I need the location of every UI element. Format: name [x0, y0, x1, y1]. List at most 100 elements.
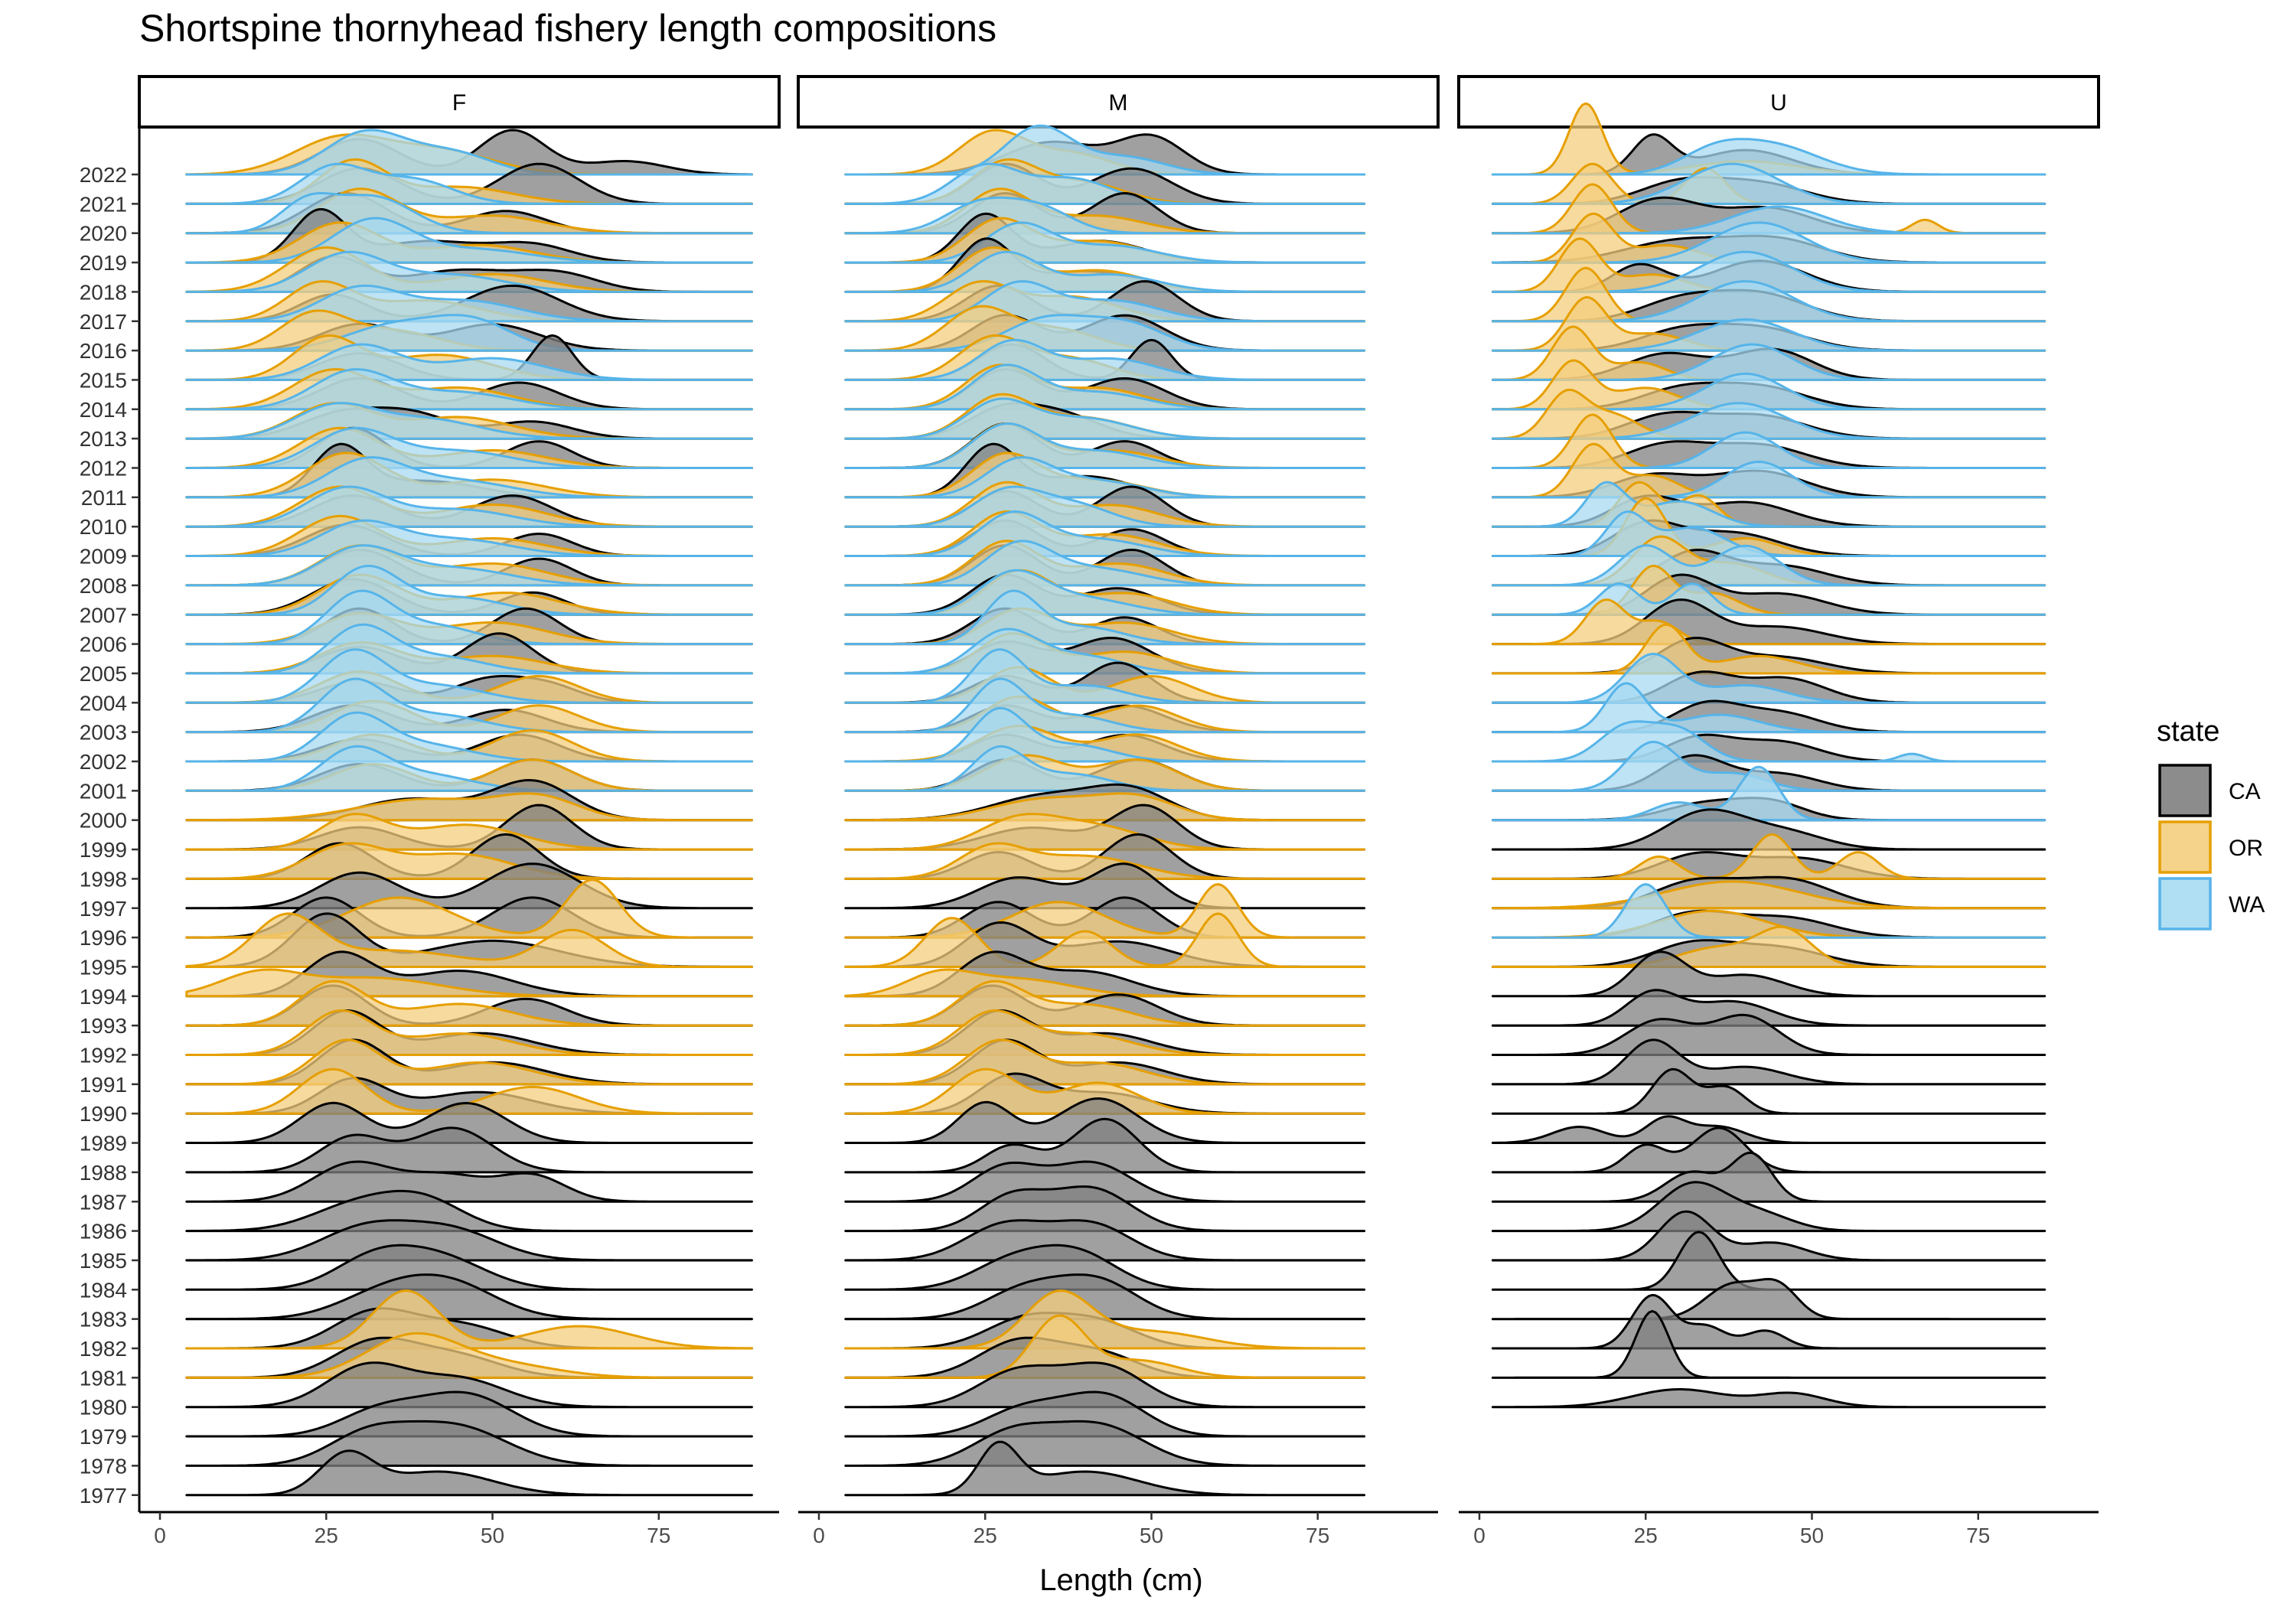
year-label-2012: 2012 [80, 457, 127, 481]
ridge-or-F-1981 [185, 1332, 753, 1379]
ridge-ca-F-1987 [185, 1160, 753, 1203]
ridge-M-1988 [844, 1117, 1366, 1174]
ridge-ca-U-1994 [1491, 950, 2047, 998]
ridge-ca-U-1987 [1491, 1152, 2047, 1203]
ridge-M-1990 [844, 1068, 1366, 1115]
year-axis: 2022 2021 2020 2019 2018 2017 2016 2015 2014 2013… [80, 163, 139, 1508]
x-tick-label-U-50: 50 [1800, 1524, 1824, 1547]
year-label-1978: 1978 [80, 1454, 127, 1478]
year-label-2022: 2022 [80, 163, 127, 187]
ridge-F-2000 [185, 779, 753, 822]
year-label-2019: 2019 [80, 251, 127, 275]
ridge-ca-U-1993 [1491, 989, 2047, 1027]
ridge-M-2015 [844, 334, 1366, 381]
ridge-ca-F-1986 [185, 1189, 753, 1233]
ridge-ca-U-1981 [1491, 1309, 2047, 1379]
ridge-wa-M-2021 [844, 162, 1366, 205]
ridge-ca-M-1978 [844, 1420, 1366, 1467]
ridge-F-1999 [185, 804, 753, 851]
x-tick-label-U-0: 0 [1473, 1524, 1486, 1547]
year-label-2018: 2018 [80, 280, 127, 304]
year-label-2003: 2003 [80, 721, 127, 745]
ridge-or-U-1997 [1491, 880, 2047, 910]
ridge-U-1990 [1491, 1068, 2047, 1115]
legend-title: state [2157, 715, 2219, 748]
ridge-M-2004 [844, 648, 1366, 704]
ridge-M-1980 [844, 1361, 1366, 1409]
ridge-wa-M-2013 [844, 397, 1366, 440]
ridge-ca-M-1988 [844, 1117, 1366, 1174]
year-label-1996: 1996 [80, 926, 127, 950]
ridge-or-M-1993 [844, 980, 1366, 1027]
ridge-ca-U-1982 [1491, 1293, 2047, 1350]
ridge-wa-M-2007 [844, 569, 1366, 616]
ridge-wa-M-2014 [844, 363, 1366, 411]
ridge-wa-F-2009 [185, 519, 753, 557]
ridge-F-1978 [185, 1420, 753, 1467]
ridge-wa-M-2009 [844, 510, 1366, 557]
ridge-M-2005 [844, 627, 1366, 675]
ridge-ca-U-1985 [1491, 1210, 2047, 1262]
ridge-F-1983 [185, 1273, 753, 1321]
ridge-ca-U-1990 [1491, 1068, 2047, 1115]
ridge-M-1995 [844, 912, 1366, 968]
year-label-1987: 1987 [80, 1190, 127, 1214]
ridge-F-2002 [185, 711, 753, 763]
year-label-2008: 2008 [80, 574, 127, 598]
ridge-U-1995 [1491, 925, 2047, 968]
ridge-U-2003 [1491, 682, 2047, 734]
ridge-U-1991 [1491, 1038, 2047, 1086]
ridge-U-2006 [1491, 598, 2047, 646]
year-label-1983: 1983 [80, 1308, 127, 1332]
year-label-1986: 1986 [80, 1220, 127, 1244]
ridge-wa-M-2010 [844, 485, 1366, 528]
ridge-M-2002 [844, 706, 1366, 763]
ridge-wa-M-2005 [844, 627, 1366, 675]
ridge-wa-F-2006 [185, 589, 753, 646]
year-label-1998: 1998 [80, 867, 127, 891]
ridge-U-1996 [1491, 883, 2047, 939]
panel-M: M 0 25 50 75 [797, 75, 1440, 1547]
ridge-F-1982 [185, 1289, 753, 1350]
year-label-1981: 1981 [80, 1366, 127, 1390]
year-label-1994: 1994 [80, 985, 127, 1009]
ridge-M-2021 [844, 158, 1366, 205]
year-label-1989: 1989 [80, 1132, 127, 1156]
ridge-F-2001 [185, 745, 753, 792]
legend-item-or: OR [2158, 820, 2263, 874]
year-label-1990: 1990 [80, 1102, 127, 1126]
year-label-1999: 1999 [80, 838, 127, 862]
ridge-F-2009 [185, 514, 753, 557]
ridge-F-2011 [185, 442, 753, 499]
ridge-wa-U-2000 [1491, 765, 2047, 822]
ridge-U-2009 [1491, 497, 2047, 557]
ridge-M-2011 [844, 442, 1366, 499]
year-label-1985: 1985 [80, 1249, 127, 1273]
ridge-ca-M-1983 [844, 1273, 1366, 1321]
ridge-M-1983 [844, 1273, 1366, 1321]
year-label-2007: 2007 [80, 603, 127, 627]
ridge-M-2013 [844, 393, 1366, 440]
ridge-wa-U-2003 [1491, 682, 2047, 734]
ridge-U-2008 [1491, 535, 2047, 587]
ridge-ca-U-1986 [1491, 1181, 2047, 1233]
ridge-wa-U-2008 [1491, 544, 2047, 587]
ridge-F-1992 [185, 1009, 753, 1056]
ridge-F-1995 [185, 912, 753, 968]
ridge-M-1998 [844, 833, 1366, 880]
legend-label-wa: WA [2229, 892, 2265, 918]
ridge-F-2006 [185, 589, 753, 646]
ridge-wa-F-2005 [185, 623, 753, 675]
ridge-F-1977 [185, 1449, 753, 1497]
ridge-U-2005 [1491, 623, 2047, 675]
ridge-M-2010 [844, 481, 1366, 528]
year-label-2011: 2011 [81, 486, 127, 510]
ridge-F-2008 [185, 544, 753, 587]
year-label-2010: 2010 [80, 515, 127, 539]
ridge-ca-M-1984 [844, 1244, 1366, 1291]
ridge-F-1985 [185, 1219, 753, 1262]
ridge-or-F-2000 [185, 792, 753, 822]
ridge-or-U-2006 [1491, 598, 2047, 646]
legend-swatch-or [2158, 820, 2212, 874]
x-tick-label-U-25: 25 [1634, 1524, 1658, 1547]
